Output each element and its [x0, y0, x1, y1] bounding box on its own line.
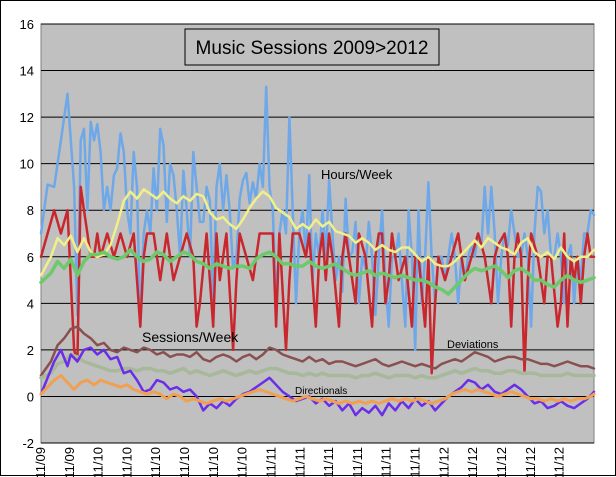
x-tick-label: 2/11/12 [436, 447, 451, 477]
series-lines [39, 85, 596, 417]
x-tick-label: 12/11/11 [408, 447, 423, 477]
y-tick-label: 0 [27, 389, 34, 404]
x-tick-label: 2/11/11 [263, 447, 278, 477]
x-tick-label: 10/11/11 [379, 447, 394, 477]
x-tick-labels: 10/11/09 12/11/09 2/11/10 4/11/10 6/11/10 8/1… [33, 447, 567, 477]
x-tick-label: 10/11/10 [206, 447, 221, 477]
x-tick-label: 6/11/11 [321, 447, 336, 477]
x-tick-label: 8/11/12 [523, 447, 538, 477]
x-tick-label: 12/11/10 [235, 447, 250, 477]
x-tick-label: 8/11/10 [177, 447, 192, 477]
x-tick-label: 2/11/10 [91, 447, 106, 477]
annotation-sessions-week: Sessions/Week [142, 329, 239, 345]
x-tick-label: 4/11/12 [465, 447, 480, 477]
series-line-2 [39, 188, 596, 277]
x-tick-label: 8/11/11 [350, 447, 365, 477]
title-box [184, 28, 440, 66]
series-line-1 [39, 185, 596, 375]
plot-area [40, 23, 595, 444]
x-tick-label: 12/11/09 [62, 447, 77, 477]
y-tick-label: 8 [27, 203, 34, 218]
x-tick-label: 4/11/11 [292, 447, 307, 477]
y-tick-label: 2 [27, 343, 34, 358]
annotation-directionals: Directionals [295, 386, 347, 397]
y-tick-label: 16 [20, 17, 34, 32]
series-line-5 [39, 352, 596, 380]
y-tick-label: -2 [22, 436, 34, 451]
y-tick-labels: -2 0 2 4 6 8 10 12 14 16 [20, 17, 34, 451]
series-line-7 [39, 374, 596, 405]
chart-title: Music Sessions 2009>2012 [196, 38, 429, 59]
x-tick-label: 10/11/12 [552, 447, 567, 477]
y-tick-label: 10 [20, 157, 34, 172]
x-tick-label: 6/11/10 [148, 447, 163, 477]
y-tick-label: 4 [27, 296, 34, 311]
y-tick-label: 6 [27, 250, 34, 265]
annotation-hours-week: Hours/Week [321, 167, 393, 182]
x-tick-label: 4/11/10 [119, 447, 134, 477]
series-line-3 [39, 248, 596, 296]
series-line-4 [39, 325, 596, 377]
x-tick-label: 10/11/09 [33, 447, 48, 477]
annotation-deviations: Deviations [447, 339, 499, 351]
y-tick-label: 14 [20, 64, 34, 79]
x-tick-label: 6/11/12 [494, 447, 509, 477]
y-tick-label: 12 [20, 110, 34, 125]
